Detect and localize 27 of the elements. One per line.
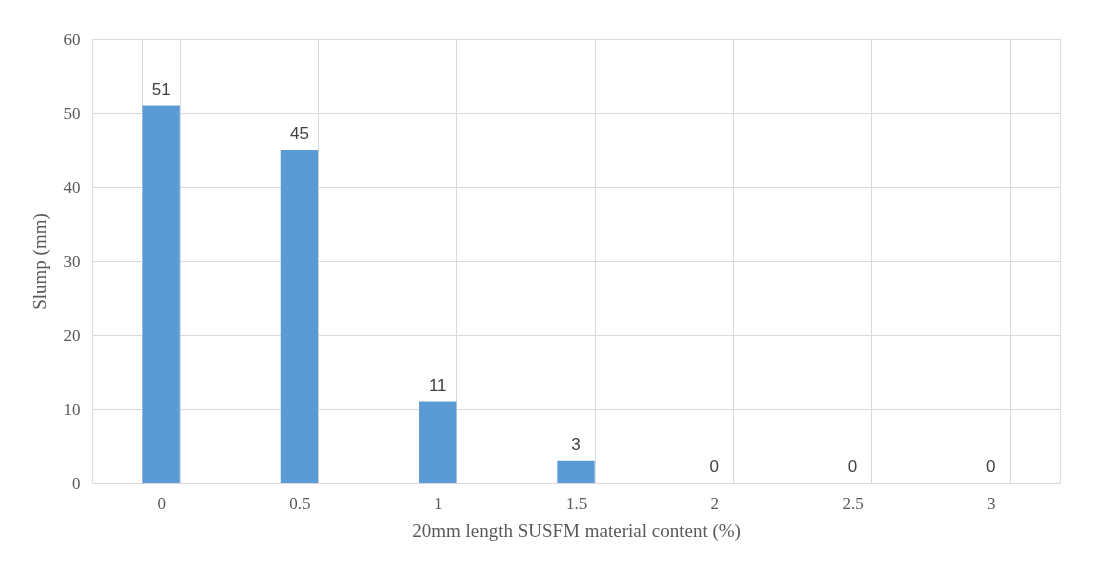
bar: [419, 401, 457, 483]
y-tick-label: 10: [63, 399, 81, 419]
x-tick-label: 2.5: [842, 493, 864, 513]
x-tick-label: 0.5: [289, 493, 311, 513]
data-label: 0: [986, 457, 996, 476]
y-tick-label: 0: [72, 473, 81, 493]
y-axis-title: Slump (mm): [28, 213, 51, 310]
y-tick-label: 30: [63, 251, 81, 271]
x-tick-label: 3: [987, 493, 996, 513]
data-label: 51: [151, 79, 171, 99]
data-label: 45: [289, 124, 309, 143]
x-tick-label: 0: [157, 493, 166, 513]
x-tick-label: 2: [710, 493, 720, 513]
bar: [557, 460, 595, 483]
x-tick-label: 1.5: [565, 493, 588, 513]
bar: [280, 150, 319, 483]
x-tick-label: 1: [433, 493, 443, 513]
data-label: 0: [847, 457, 858, 476]
y-tick-label: 60: [63, 29, 81, 49]
data-label: 0: [709, 457, 720, 476]
x-axis-title: 20mm length SUSFM material content (%): [412, 519, 741, 542]
data-label: 11: [428, 375, 447, 395]
bar: [142, 105, 180, 483]
y-tick-label: 40: [63, 177, 81, 197]
y-tick-label: 20: [63, 325, 81, 345]
data-label: 3: [571, 434, 581, 454]
y-tick-label: 50: [63, 103, 81, 123]
